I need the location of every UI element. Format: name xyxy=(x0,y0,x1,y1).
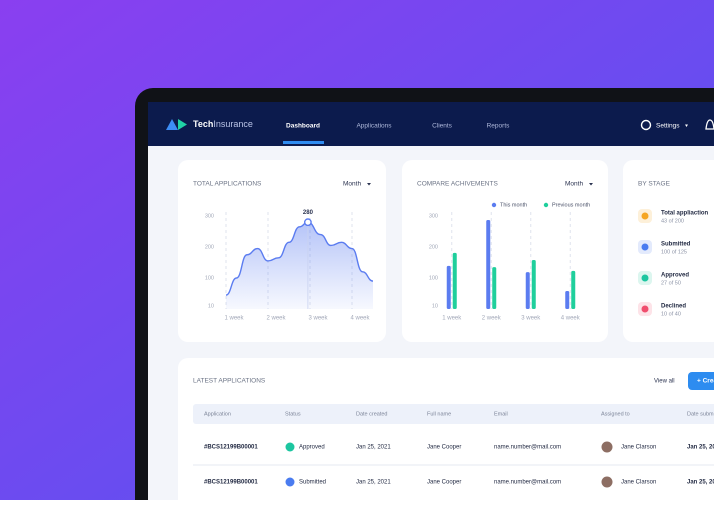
y-tick-label: 10 xyxy=(432,303,438,309)
bar xyxy=(525,272,530,309)
x-tick-label: 2 week xyxy=(266,316,286,322)
stage-icon xyxy=(641,305,649,313)
table-cell: Jane Cooper xyxy=(427,480,461,486)
caret xyxy=(589,183,593,186)
nav-item[interactable]: Applications xyxy=(356,123,392,130)
settings[interactable]: Settings xyxy=(656,123,680,130)
column-header: Full name xyxy=(427,411,451,417)
table-cell: #BCS12199B00001 xyxy=(204,480,258,486)
table-header xyxy=(193,404,714,424)
stage-detail: 27 of 50 xyxy=(661,280,681,286)
stage-icon xyxy=(641,243,649,251)
card xyxy=(623,160,714,342)
avatar xyxy=(601,441,613,453)
annotation: 280 xyxy=(303,210,314,216)
brand-bold: Tech xyxy=(193,119,213,129)
view-all-link[interactable]: View all xyxy=(654,379,675,385)
y-tick-label: 100 xyxy=(205,275,214,281)
bar xyxy=(486,220,491,309)
bar xyxy=(492,267,497,309)
nav-item[interactable]: Dashboard xyxy=(286,123,320,130)
stage-label: Total appliaction xyxy=(661,211,709,217)
table-cell: name.number@mail.com xyxy=(494,480,561,486)
x-tick-label: 1 week xyxy=(224,316,244,322)
nav-active-underline xyxy=(283,141,324,144)
legend-label: Previous month xyxy=(552,202,590,208)
status-icon xyxy=(285,477,295,487)
x-tick-label: 3 week xyxy=(308,316,328,322)
legend-dot xyxy=(491,202,497,208)
caret xyxy=(367,183,371,186)
stage-detail: 43 of 200 xyxy=(661,218,684,224)
table-cell: Jane Clarson xyxy=(621,445,656,451)
card-title: BY STAGE xyxy=(638,181,671,188)
create-button[interactable] xyxy=(688,372,714,390)
caret xyxy=(685,124,688,127)
y-tick-label: 300 xyxy=(429,213,438,219)
table-cell: name.number@mail.com xyxy=(494,445,561,451)
brand-rest: Insurance xyxy=(213,119,253,129)
column-header: Status xyxy=(285,411,301,417)
brand: TechInsurance xyxy=(193,119,253,129)
column-header: Date created xyxy=(356,411,388,417)
stage-label: Declined xyxy=(661,304,686,310)
x-tick-label: 1 week xyxy=(442,316,462,322)
nav-item[interactable]: Clients xyxy=(432,123,453,130)
annotation-point xyxy=(303,218,312,227)
navbar xyxy=(148,102,714,146)
period-dropdown[interactable]: Month xyxy=(565,181,583,188)
bar xyxy=(571,270,576,309)
logo xyxy=(178,119,187,130)
column-header: Application xyxy=(204,411,231,417)
card-title: LATEST APPLICATIONS xyxy=(193,378,266,385)
avatar xyxy=(601,476,613,488)
bar xyxy=(531,260,536,309)
y-tick-label: 300 xyxy=(205,213,214,219)
y-tick-label: 200 xyxy=(205,244,214,250)
legend-dot xyxy=(543,202,549,208)
logo xyxy=(166,119,178,130)
stage-icon xyxy=(641,212,649,220)
table-cell: Jan 25, 2021 xyxy=(356,445,391,451)
chart-title: TOTAL APPLICATIONS xyxy=(193,181,262,188)
bar xyxy=(565,291,570,309)
legend-label: This month xyxy=(500,202,527,208)
table-cell: Jane Cooper xyxy=(427,445,461,451)
y-tick-label: 10 xyxy=(208,303,214,309)
column-header: Assigned to xyxy=(601,411,630,417)
status-icon xyxy=(285,442,295,452)
stage-detail: 10 of 40 xyxy=(661,311,681,317)
stage-icon xyxy=(641,274,649,282)
line xyxy=(225,221,374,296)
bar xyxy=(452,252,457,309)
table-cell: Jan 25, 2021 xyxy=(687,480,714,486)
create-button-label[interactable]: + Create xyxy=(697,378,714,385)
settings-icon xyxy=(640,119,652,131)
stage-detail: 100 of 125 xyxy=(661,249,687,255)
nav-item[interactable]: Reports xyxy=(487,123,511,130)
y-tick-label: 100 xyxy=(429,275,438,281)
stage-label: Submitted xyxy=(661,242,691,248)
x-tick-label: 4 week xyxy=(350,316,370,322)
column-header: Date submitted xyxy=(687,411,714,417)
table-cell: Approved xyxy=(299,445,325,451)
card xyxy=(178,358,714,505)
x-tick-label: 2 week xyxy=(482,316,502,322)
table-cell: Jan 25, 2021 xyxy=(356,480,391,486)
period-dropdown[interactable]: Month xyxy=(343,181,361,188)
column-header: Email xyxy=(494,411,508,417)
bar xyxy=(446,265,451,309)
x-tick-label: 4 week xyxy=(561,316,581,322)
stage-label: Approved xyxy=(661,273,689,279)
table-cell: Jan 25, 2021 xyxy=(687,445,714,451)
y-tick-label: 200 xyxy=(429,244,438,250)
table-cell: Submitted xyxy=(299,480,326,486)
table-cell: Jane Clarson xyxy=(621,480,656,486)
chart-title: COMPARE ACHIVEMENTS xyxy=(417,181,498,188)
table-cell: #BCS12199B00001 xyxy=(204,445,258,451)
x-tick-label: 3 week xyxy=(521,316,541,322)
